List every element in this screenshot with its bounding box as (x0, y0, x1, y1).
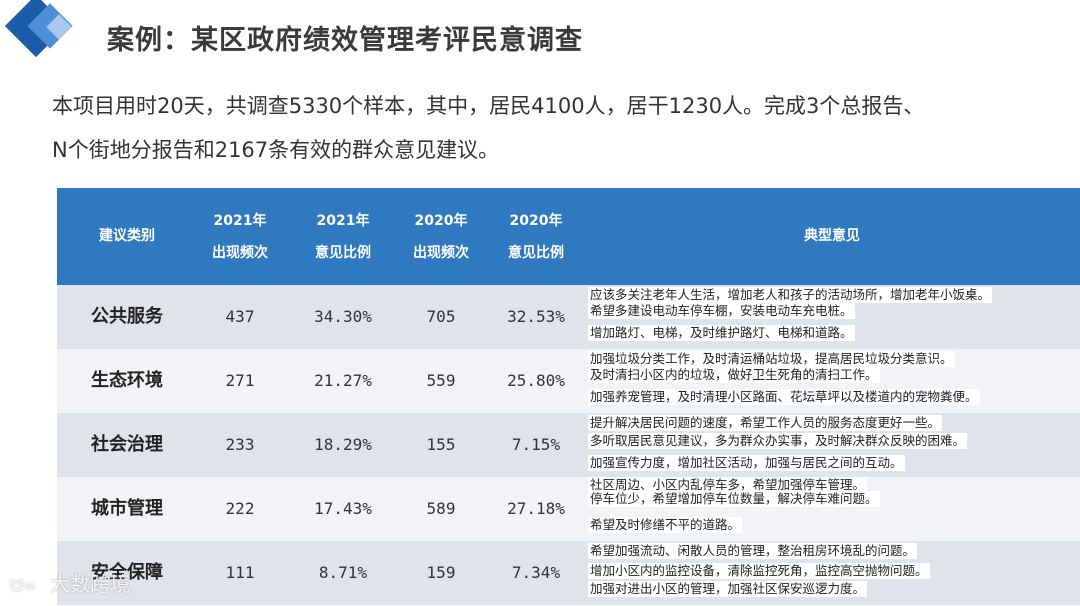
row-opinions: 社区周边、小区内乱停车多，希望加强停车管理。 停车位少，希望增加停车位数量，解决… (584, 477, 1080, 541)
header-2020-ratio-line1: 2020年 (509, 213, 563, 229)
table-row: 安全保障 111 8.71% 159 7.34% 希望加强流动、闲散人员的管理，… (57, 541, 1080, 605)
opinion-item: 社区周边、小区内乱停车多，希望加强停车管理。 (588, 477, 868, 493)
row-ratio-2020: 7.15% (511, 435, 561, 454)
opinion-item: 加强养宠管理，及时清理小区路面、花坛草坪以及楼道内的宠物粪便。 (588, 389, 980, 405)
row-freq-2020: 589 (426, 499, 456, 518)
opinion-item: 多听取居民意见建议，多为群众办实事，及时解决群众反映的困难。 (588, 433, 968, 449)
row-freq-2020: 705 (426, 307, 456, 326)
header-2020-freq-line1: 2020年 (414, 213, 468, 229)
intro-line-2: N个街地分报告和2167条有效的群众意见建议。 (52, 138, 500, 162)
header-2020-freq-line2: 出现频次 (413, 245, 469, 261)
header-2021-freq-line1: 2021年 (213, 213, 267, 229)
row-category: 城市管理 (91, 498, 163, 519)
header-2021-freq-line2: 出现频次 (212, 245, 268, 261)
row-category: 社会治理 (91, 434, 163, 455)
row-ratio-2020: 7.34% (511, 563, 561, 582)
opinion-item: 希望加强流动、闲散人员的管理，整治租房环境乱的问题。 (588, 543, 918, 559)
opinion-item: 增加路灯、电梯，及时维护路灯、电梯和道路。 (588, 325, 855, 341)
row-freq-2021: 233 (225, 435, 255, 454)
table-row: 公共服务 437 34.30% 705 32.53% 应该多关注老年人生活，增加… (57, 285, 1080, 349)
row-freq-2021: 222 (225, 499, 255, 518)
row-ratio-2021: 18.29% (314, 435, 372, 454)
table-row: 社会治理 233 18.29% 155 7.15% 提升解决居民问题的速度，希望… (57, 413, 1080, 477)
header-2021-ratio-line1: 2021年 (316, 213, 370, 229)
row-ratio-2021: 8.71% (318, 563, 368, 582)
header-opinions: 典型意见 (804, 228, 860, 244)
opinion-item: 及时清扫小区内的垃圾，做好卫生死角的清扫工作。 (588, 367, 880, 383)
row-ratio-2021: 17.43% (314, 499, 372, 518)
opinion-table: 建议类别 2021年 出现频次 2021年 意见比例 2020年 出现频次 20… (57, 188, 1080, 606)
row-category: 生态环境 (91, 370, 163, 391)
opinion-item: 希望多建设电动车停车棚，安装电动车充电桩。 (588, 303, 855, 319)
opinion-item: 增加小区内的监控设备，清除监控死角，监控高空抛物问题。 (588, 563, 930, 579)
row-freq-2020: 155 (426, 435, 456, 454)
row-freq-2021: 437 (225, 307, 255, 326)
table-row: 生态环境 271 21.27% 559 25.80% 加强垃圾分类工作，及时清运… (57, 349, 1080, 413)
row-opinions: 提升解决居民问题的速度，希望工作人员的服务态度更好一些。 多听取居民意见建议，多… (584, 413, 1080, 477)
row-freq-2021: 271 (225, 371, 255, 390)
header-2020-ratio: 2020年 意见比例 (486, 205, 586, 269)
row-freq-2021: 111 (225, 563, 255, 582)
table-header: 建议类别 2021年 出现频次 2021年 意见比例 2020年 出现频次 20… (57, 188, 1080, 285)
opinion-item: 加强对进出小区的管理，加强社区保安巡逻力度。 (588, 581, 868, 597)
header-2021-ratio: 2021年 意见比例 (293, 205, 393, 269)
watermark-text: 大数跨境 (50, 572, 130, 596)
row-opinions: 希望加强流动、闲散人员的管理，整治租房环境乱的问题。 增加小区内的监控设备，清除… (584, 541, 1080, 605)
row-ratio-2021: 21.27% (314, 371, 372, 390)
row-ratio-2020: 25.80% (507, 371, 565, 390)
header-2020-freq: 2020年 出现频次 (391, 205, 491, 269)
watermark-logo-icon: ᗢ∞ (10, 576, 37, 595)
opinion-item: 应该多关注老年人生活，增加老人和孩子的活动场所，增加老年小饭桌。 (588, 287, 993, 303)
header-2021-ratio-line2: 意见比例 (315, 245, 371, 261)
opinion-item: 提升解决居民问题的速度，希望工作人员的服务态度更好一些。 (588, 415, 943, 431)
row-ratio-2020: 32.53% (507, 307, 565, 326)
row-ratio-2021: 34.30% (314, 307, 372, 326)
header-category: 建议类别 (99, 228, 155, 244)
header-2020-ratio-line2: 意见比例 (508, 245, 564, 261)
row-opinions: 应该多关注老年人生活，增加老人和孩子的活动场所，增加老年小饭桌。 希望多建设电动… (584, 285, 1080, 349)
row-opinions: 加强垃圾分类工作，及时清运桶站垃圾，提高居民垃圾分类意识。 及时清扫小区内的垃圾… (584, 349, 1080, 413)
row-category: 公共服务 (91, 306, 163, 327)
opinion-item: 停车位少，希望增加停车位数量，解决停车难问题。 (588, 491, 880, 507)
opinion-item: 希望及时修缮不平的道路。 (588, 517, 743, 533)
row-freq-2020: 159 (426, 563, 456, 582)
intro-paragraph: 本项目用时20天，共调查5330个样本，其中，居民4100人，居干1230人。完… (52, 84, 1062, 172)
row-category: 安全保障 (91, 562, 163, 583)
page-title: 案例：某区政府绩效管理考评民意调查 (107, 25, 583, 56)
watermark: ᗢ∞ 大数跨境 (10, 568, 130, 597)
table-row: 城市管理 222 17.43% 589 27.18% 社区周边、小区内乱停车多，… (57, 477, 1080, 541)
row-freq-2020: 559 (426, 371, 456, 390)
opinion-item: 加强垃圾分类工作，及时清运桶站垃圾，提高居民垃圾分类意识。 (588, 351, 955, 367)
opinion-item: 加强宣传力度，增加社区活动，加强与居民之间的互动。 (588, 455, 905, 471)
header-2021-freq: 2021年 出现频次 (190, 205, 290, 269)
row-ratio-2020: 27.18% (507, 499, 565, 518)
intro-line-1: 本项目用时20天，共调查5330个样本，其中，居民4100人，居干1230人。完… (52, 94, 925, 118)
